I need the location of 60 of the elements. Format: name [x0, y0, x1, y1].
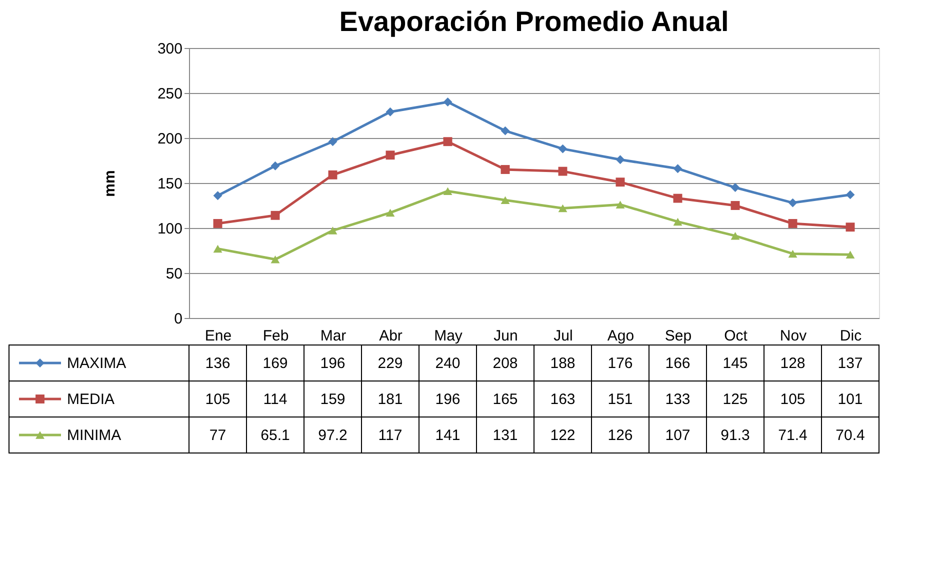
data-label: 71.4 — [778, 427, 808, 444]
data-label: 133 — [665, 391, 690, 408]
legend-label: MAXIMA — [67, 355, 126, 372]
data-label: 101 — [838, 391, 863, 408]
data-label: 131 — [492, 427, 518, 444]
y-tick-label: 0 — [174, 310, 182, 328]
data-label: 196 — [320, 355, 346, 372]
data-label: 114 — [263, 391, 288, 408]
x-tick-label: Oct — [724, 328, 748, 344]
x-tick-label: Dic — [840, 328, 862, 344]
data-label: 163 — [550, 391, 576, 408]
data-label: 137 — [838, 355, 863, 372]
data-label: 229 — [378, 355, 403, 372]
x-tick-label: Sep — [664, 328, 692, 344]
x-tick-label: Nov — [780, 328, 808, 344]
data-label: 77 — [209, 427, 226, 444]
data-label: 240 — [435, 355, 460, 372]
data-label: 181 — [378, 391, 403, 408]
data-label: 125 — [722, 391, 748, 408]
x-tick-label: Ago — [607, 328, 634, 344]
data-label: 122 — [550, 427, 576, 444]
x-tick-label: Feb — [262, 328, 289, 344]
data-label: 208 — [492, 355, 518, 372]
x-tick-label: Abr — [379, 328, 402, 344]
legend-label: MINIMA — [67, 427, 122, 444]
data-label: 128 — [780, 355, 806, 372]
y-tick-label: 50 — [166, 266, 182, 282]
data-label: 117 — [378, 427, 402, 444]
data-label: 145 — [722, 355, 748, 372]
data-label: 176 — [608, 355, 633, 372]
data-label: 97.2 — [318, 427, 348, 444]
y-tick-label: 300 — [157, 40, 182, 58]
data-label: 107 — [665, 427, 690, 444]
data-label: 105 — [205, 391, 230, 408]
data-label: 188 — [550, 355, 576, 372]
data-label: 105 — [780, 391, 806, 408]
y-tick-label: 200 — [157, 130, 182, 148]
x-tick-label: Jun — [494, 328, 518, 344]
data-label: 91.3 — [720, 427, 750, 444]
data-label: 141 — [435, 427, 460, 444]
data-label: 65.1 — [260, 427, 290, 444]
data-label: 159 — [320, 391, 346, 408]
y-axis-title: mm — [101, 170, 118, 197]
x-tick-label: Jul — [554, 328, 573, 344]
data-label: 151 — [608, 391, 633, 408]
data-label: 70.4 — [836, 427, 865, 444]
x-tick-label: Ene — [204, 328, 232, 344]
data-label: 196 — [435, 391, 460, 408]
legend-label: MEDIA — [67, 391, 115, 408]
data-label: 126 — [608, 427, 633, 444]
y-tick-label: 250 — [157, 86, 182, 102]
x-tick-label: Mar — [320, 328, 346, 344]
chart-title: Evaporación Promedio Anual — [339, 6, 729, 37]
y-tick-label: 100 — [157, 220, 182, 238]
data-label: 165 — [492, 391, 518, 408]
data-label: 136 — [205, 355, 230, 372]
x-tick-label: May — [434, 328, 463, 344]
data-label: 166 — [665, 355, 690, 372]
data-label: 169 — [262, 355, 288, 372]
y-tick-label: 150 — [157, 176, 182, 192]
